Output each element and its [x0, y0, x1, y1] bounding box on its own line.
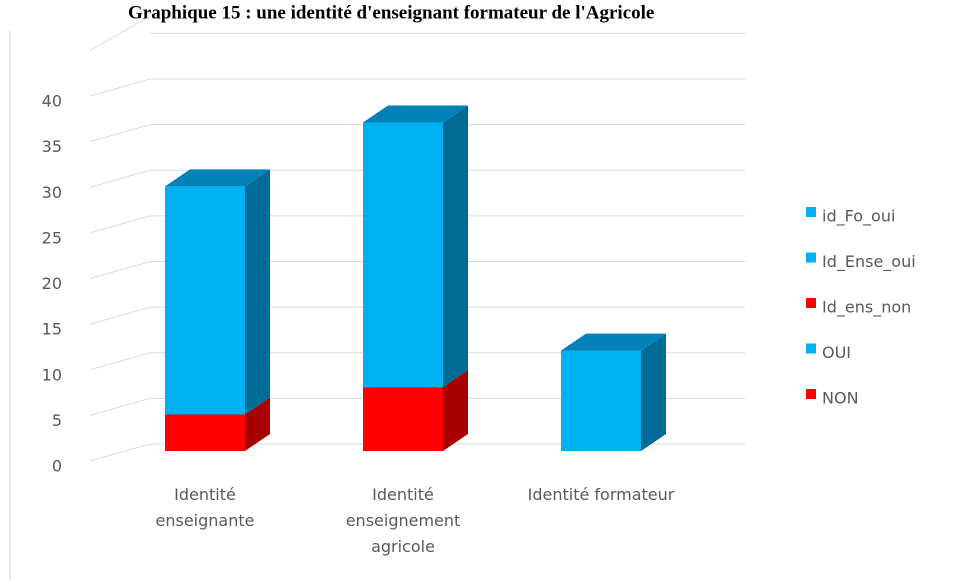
bar-front	[165, 414, 245, 451]
y-tick-label: 15	[42, 320, 62, 339]
y-tick-label: 40	[42, 92, 62, 111]
x-tick-label: Identité enseignante	[155, 485, 255, 530]
grid-line	[89, 169, 745, 188]
y-tick-label: 25	[42, 228, 62, 247]
bar	[363, 105, 468, 388]
grid-line	[89, 15, 151, 51]
legend-label: NON	[822, 389, 859, 408]
bar-front	[561, 350, 641, 451]
bar-top	[165, 169, 270, 187]
grid-line	[89, 78, 745, 97]
y-tick-label: 30	[42, 183, 62, 202]
legend-label: Id_ens_non	[822, 298, 911, 318]
grid-line	[89, 352, 745, 371]
bar	[165, 169, 270, 415]
y-tick-label: 35	[42, 137, 62, 156]
grid-line	[89, 261, 745, 279]
x-tick-label-box: Identité enseignement agricole	[345, 485, 461, 556]
bar-front	[165, 186, 245, 415]
grid-line	[89, 443, 745, 462]
x-tick-label: Identité formateur	[527, 485, 675, 504]
bar-top	[561, 333, 666, 351]
bar-front	[363, 387, 443, 451]
legend-label: OUI	[822, 343, 851, 362]
bar	[363, 370, 468, 451]
bar-top	[363, 105, 468, 123]
y-tick-label: 10	[42, 365, 62, 384]
grid-line	[89, 306, 745, 325]
chart-title: Graphique 15 : une identité d'enseignant…	[128, 2, 654, 23]
legend-label: id_Fo_oui	[822, 207, 895, 227]
bar-side	[443, 370, 468, 451]
bar-front	[363, 122, 443, 388]
legend-swatch	[806, 389, 816, 399]
x-tick-label-box: Identité enseignante	[155, 485, 255, 530]
grid-line	[89, 397, 745, 416]
bar-side	[245, 397, 270, 451]
bar	[561, 333, 666, 451]
grid-line	[89, 124, 745, 143]
y-tick-label: 5	[52, 411, 62, 430]
x-tick-label-box: Identité formateur	[527, 485, 675, 504]
y-tick-label: 20	[42, 274, 62, 293]
y-tick-label: 0	[52, 457, 62, 476]
bar-side	[641, 333, 666, 451]
legend-swatch	[806, 343, 816, 354]
bar-side	[443, 105, 468, 388]
bar	[165, 397, 270, 451]
legend-swatch	[806, 252, 816, 263]
legend-label: Id_Ense_oui	[822, 252, 916, 272]
bar-side	[245, 169, 270, 415]
legend-swatch	[806, 207, 816, 217]
legend-swatch	[806, 298, 816, 308]
x-tick-label: Identité enseignement agricole	[345, 485, 461, 556]
grid-line	[89, 215, 745, 234]
